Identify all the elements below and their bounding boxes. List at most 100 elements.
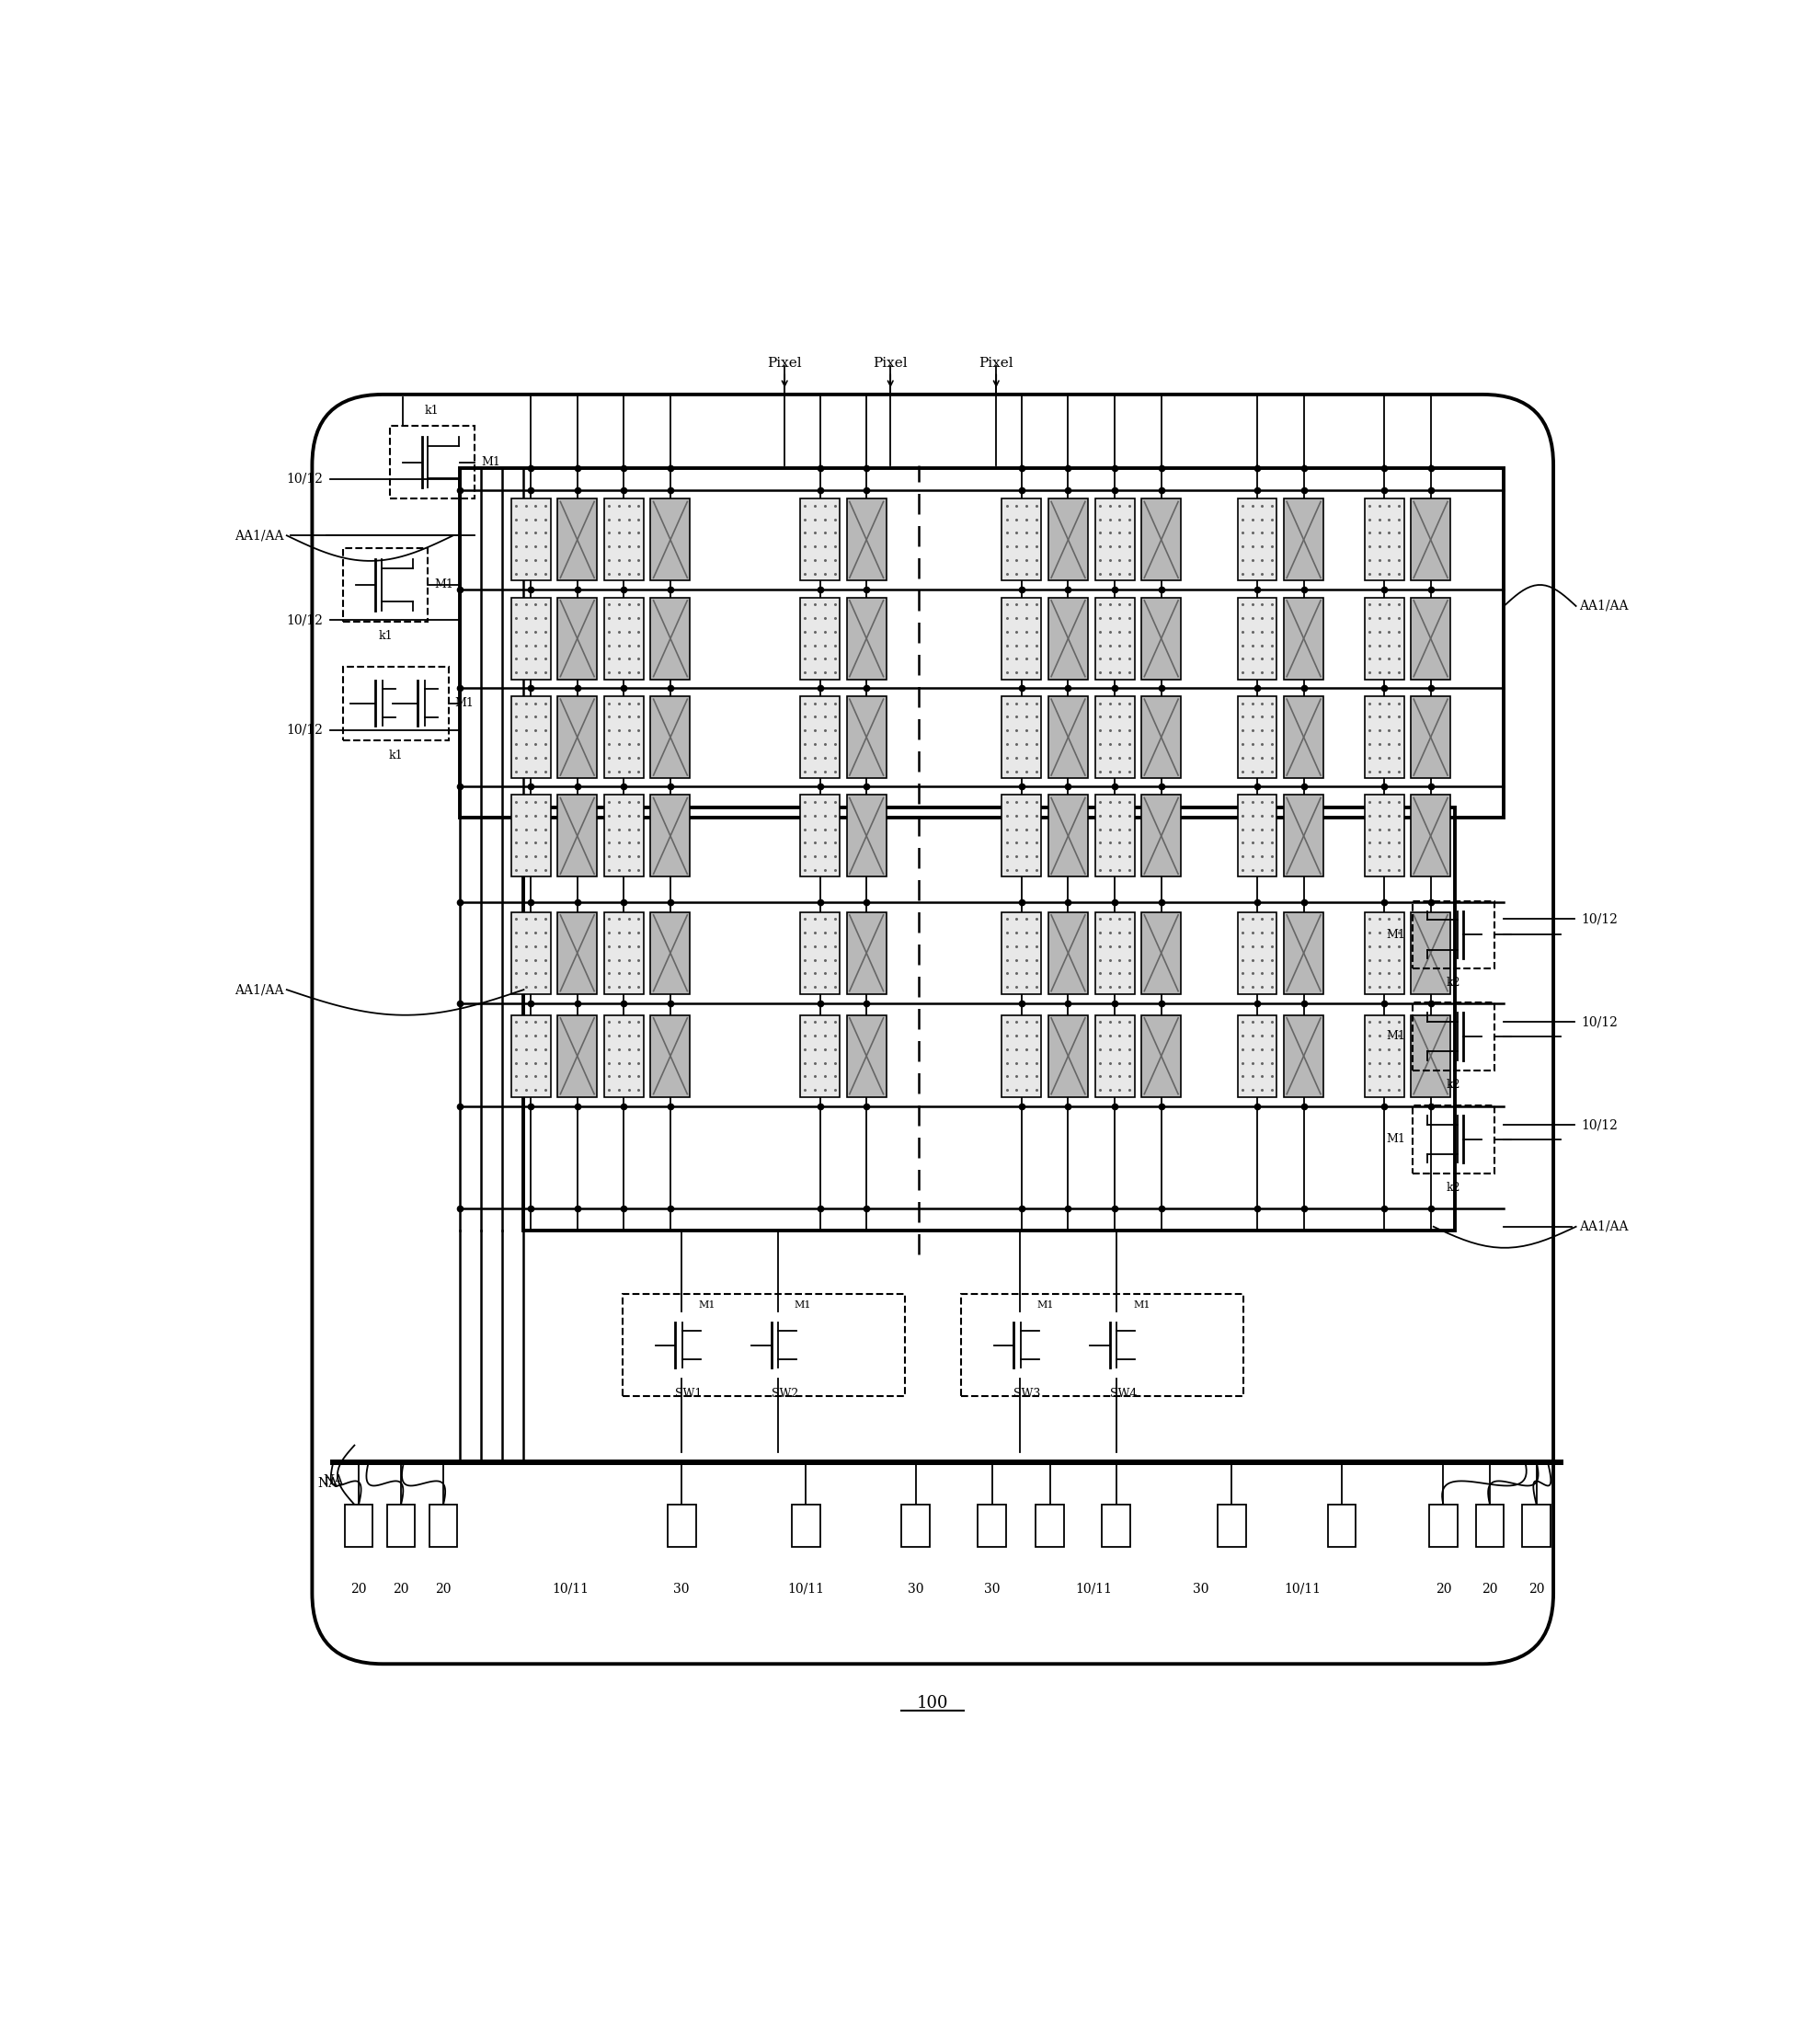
Bar xyxy=(430,1504,457,1547)
Text: 30: 30 xyxy=(673,1584,690,1596)
Text: SW1: SW1 xyxy=(675,1388,703,1400)
Bar xyxy=(652,795,690,876)
Text: k1: k1 xyxy=(379,630,393,642)
Text: AA1/AA: AA1/AA xyxy=(235,530,284,542)
Text: 10/12: 10/12 xyxy=(288,613,324,626)
Text: 30: 30 xyxy=(908,1584,925,1596)
Bar xyxy=(1238,913,1278,995)
Bar xyxy=(1411,795,1451,876)
Bar xyxy=(1141,913,1181,995)
Text: 10/11: 10/11 xyxy=(788,1584,824,1596)
Bar xyxy=(511,913,550,995)
Text: 10/12: 10/12 xyxy=(1582,913,1618,925)
Bar xyxy=(622,1294,905,1396)
Text: 10/12: 10/12 xyxy=(288,723,324,736)
Bar xyxy=(1411,499,1451,581)
Bar xyxy=(801,1015,839,1096)
Text: M1: M1 xyxy=(1037,1300,1054,1310)
Bar xyxy=(846,795,886,876)
Bar xyxy=(604,795,644,876)
Text: M1: M1 xyxy=(795,1300,812,1310)
Bar xyxy=(557,697,597,779)
Bar xyxy=(846,1015,886,1096)
Bar xyxy=(1048,1015,1088,1096)
Bar xyxy=(557,499,597,581)
Bar xyxy=(961,1294,1243,1396)
Bar xyxy=(1412,1105,1494,1174)
Bar xyxy=(846,913,886,995)
Bar xyxy=(1048,499,1088,581)
Text: M1: M1 xyxy=(699,1300,715,1310)
Text: 10/12: 10/12 xyxy=(1582,1119,1618,1131)
Bar xyxy=(1103,1504,1130,1547)
Bar xyxy=(801,597,839,679)
Bar xyxy=(801,697,839,779)
Bar xyxy=(344,548,428,622)
Bar xyxy=(1411,597,1451,679)
Bar xyxy=(1283,795,1323,876)
Bar xyxy=(1001,499,1041,581)
Bar xyxy=(1036,1504,1065,1547)
Bar xyxy=(1412,1003,1494,1070)
Bar xyxy=(524,807,1454,1231)
Bar xyxy=(792,1504,821,1547)
Bar xyxy=(1238,597,1278,679)
Bar xyxy=(1001,597,1041,679)
Text: Pixel: Pixel xyxy=(979,357,1014,369)
Bar xyxy=(511,697,550,779)
Bar xyxy=(604,1015,644,1096)
Text: M1: M1 xyxy=(1134,1300,1150,1310)
Text: NA: NA xyxy=(322,1473,344,1488)
Bar xyxy=(604,597,644,679)
Text: M1: M1 xyxy=(1387,929,1405,942)
Text: k2: k2 xyxy=(1447,1078,1460,1090)
Text: SW3: SW3 xyxy=(1014,1388,1041,1400)
Bar xyxy=(557,913,597,995)
Bar xyxy=(846,697,886,779)
Text: k1: k1 xyxy=(424,406,439,418)
Bar xyxy=(1365,597,1403,679)
Text: M1: M1 xyxy=(435,579,453,591)
Text: 30: 30 xyxy=(1192,1584,1208,1596)
Bar xyxy=(1001,795,1041,876)
Text: 10/11: 10/11 xyxy=(1283,1584,1321,1596)
Bar xyxy=(1001,913,1041,995)
Bar xyxy=(1238,795,1278,876)
Bar xyxy=(1048,795,1088,876)
Bar xyxy=(1001,697,1041,779)
Bar xyxy=(1096,499,1134,581)
Bar xyxy=(1429,1504,1458,1547)
Bar xyxy=(1238,1015,1278,1096)
Text: 100: 100 xyxy=(917,1696,948,1712)
Text: Pixel: Pixel xyxy=(874,357,908,369)
Text: 20: 20 xyxy=(1481,1584,1498,1596)
Text: AA1/AA: AA1/AA xyxy=(1578,599,1627,613)
Bar xyxy=(652,913,690,995)
Text: 10/11: 10/11 xyxy=(551,1584,588,1596)
Bar xyxy=(344,1504,373,1547)
Bar xyxy=(1283,913,1323,995)
Text: SW2: SW2 xyxy=(772,1388,799,1400)
Bar xyxy=(511,597,550,679)
Bar xyxy=(1141,1015,1181,1096)
Text: SW4: SW4 xyxy=(1110,1388,1138,1400)
Text: M1: M1 xyxy=(455,697,473,709)
Bar xyxy=(901,1504,930,1547)
Text: k2: k2 xyxy=(1447,976,1460,988)
Bar xyxy=(1283,597,1323,679)
Bar xyxy=(557,1015,597,1096)
Bar xyxy=(1048,597,1088,679)
Bar xyxy=(389,426,475,499)
Bar xyxy=(1238,697,1278,779)
Bar xyxy=(1412,901,1494,968)
Bar xyxy=(846,499,886,581)
Bar xyxy=(1365,499,1403,581)
Text: 20: 20 xyxy=(393,1584,410,1596)
Text: 20: 20 xyxy=(351,1584,366,1596)
Bar xyxy=(1141,597,1181,679)
Text: AA1/AA: AA1/AA xyxy=(235,982,284,997)
Bar xyxy=(604,499,644,581)
Text: NA: NA xyxy=(317,1478,337,1490)
Bar xyxy=(652,597,690,679)
Bar xyxy=(1238,499,1278,581)
